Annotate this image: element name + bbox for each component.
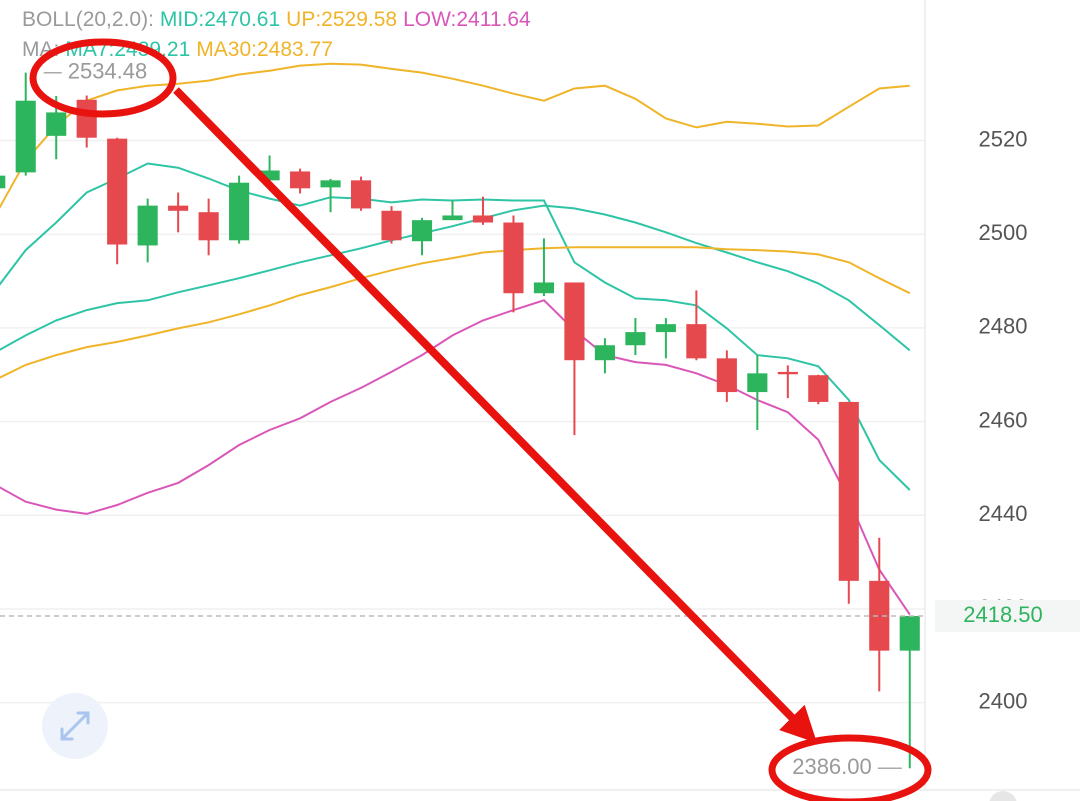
candle-body [808, 375, 829, 402]
candle-body [899, 615, 920, 651]
y-tick-label: 2400 [979, 688, 1028, 713]
annotation-circle [29, 38, 177, 118]
last-price-label: 2418.50 [963, 602, 1043, 627]
candle-body [290, 171, 311, 189]
last-price-bg [935, 599, 1080, 632]
candle-body [76, 99, 97, 138]
y-tick-label: 2520 [979, 126, 1028, 151]
candle-body [442, 215, 463, 221]
annotation-circle [768, 734, 932, 801]
high-marker-label: 2534.48 [68, 59, 148, 84]
candle-body [869, 580, 890, 651]
grid: 2400242024402460248025002520 [0, 126, 1027, 713]
candle-body [15, 100, 36, 173]
candle-body [655, 324, 676, 333]
price-markers: 2534.48 2386.00 2418.50 [0, 59, 1080, 779]
annotation-arrow [173, 87, 818, 744]
candle-body [381, 210, 402, 241]
y-tick-label: 2480 [979, 314, 1028, 339]
low-marker-label: 2386.00 [792, 754, 872, 779]
scroll-handle [989, 791, 1017, 801]
legend-group-label: BOLL(20,2.0): [22, 8, 154, 31]
y-tick-label: 2440 [979, 501, 1028, 526]
candle-body [198, 212, 219, 241]
legend-entry: LOW:2411.64 [403, 8, 531, 31]
candle-body [686, 324, 707, 359]
candle-body [320, 180, 341, 188]
indicator-line [0, 204, 911, 352]
candle-body [777, 371, 798, 375]
candle-body [107, 138, 128, 245]
indicator-line [0, 246, 911, 379]
candle-body [0, 175, 6, 189]
candle-body [472, 215, 494, 223]
candle-body [747, 373, 768, 393]
candle-body [716, 358, 737, 393]
candle-body [625, 332, 646, 346]
candle-body [594, 345, 615, 361]
candle-body [168, 205, 189, 211]
expand-icon[interactable] [60, 711, 90, 741]
y-tick-label: 2460 [979, 407, 1028, 432]
candle-body [350, 180, 372, 209]
candle-body [411, 220, 433, 242]
expand-button[interactable] [42, 693, 108, 759]
legend-row: BOLL(20,2.0): MID:2470.61 UP:2529.58 LOW:24… [22, 8, 531, 31]
candle-body [533, 282, 555, 294]
candle-body [137, 205, 158, 246]
legend-entry: UP:2529.58 [286, 8, 397, 31]
candle-body [564, 282, 585, 361]
indicator-line [0, 62, 910, 209]
legend-entry: MID:2470.61 [160, 8, 280, 31]
candle-body [46, 112, 67, 136]
candle-body [838, 401, 859, 581]
candle-body [503, 222, 524, 294]
candle-body [259, 170, 280, 181]
legend-entry: MA30:2483.77 [196, 38, 333, 61]
candle-body [229, 182, 250, 241]
y-tick-label: 2500 [979, 220, 1028, 245]
candles [0, 72, 920, 769]
